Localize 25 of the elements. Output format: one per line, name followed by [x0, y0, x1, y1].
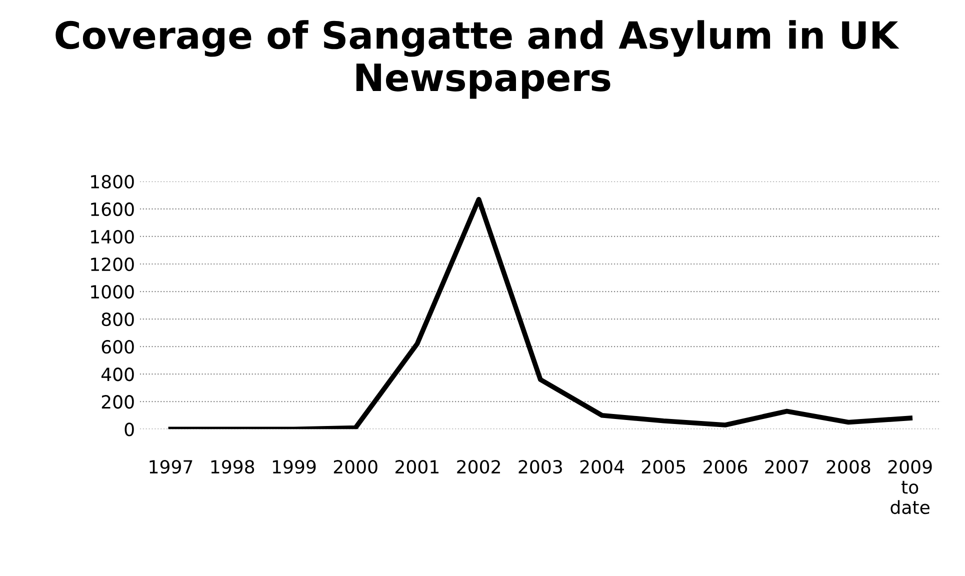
x-tick-label: 2002 [457, 460, 500, 474]
y-tick-label: 1800 [91, 174, 134, 189]
y-tick-label: 0 [124, 422, 134, 436]
y-tick-label: 1600 [91, 202, 134, 216]
y-tick-label: 1400 [91, 230, 134, 244]
x-tick-label: 2009 to date [888, 460, 932, 514]
line-series [168, 196, 912, 430]
x-tick-label: 2005 [642, 460, 686, 474]
x-tick-label: 2008 [826, 460, 870, 474]
y-tick-label: 200 [102, 395, 134, 409]
x-tick-label: 2000 [334, 460, 378, 474]
x-tick-label: 2006 [704, 460, 748, 474]
x-tick-label: 2003 [518, 460, 562, 474]
y-tick-label: 400 [101, 368, 134, 382]
chart-title: Coverage of Sangatte and Asylum in UK Newspapers [56, 20, 900, 99]
x-tick-label: 2007 [765, 460, 808, 474]
y-tick-label: 1200 [91, 257, 134, 272]
x-tick-label: 1998 [211, 460, 254, 474]
y-tick-label: 600 [102, 340, 134, 354]
x-tick-label: 1997 [150, 460, 192, 474]
y-tick-label: 800 [102, 312, 134, 326]
x-tick-label: 2001 [396, 460, 438, 474]
x-tick-label: 1999 [272, 460, 316, 474]
y-tick-label: 1000 [91, 284, 134, 299]
x-tick-label: 2004 [580, 460, 624, 474]
